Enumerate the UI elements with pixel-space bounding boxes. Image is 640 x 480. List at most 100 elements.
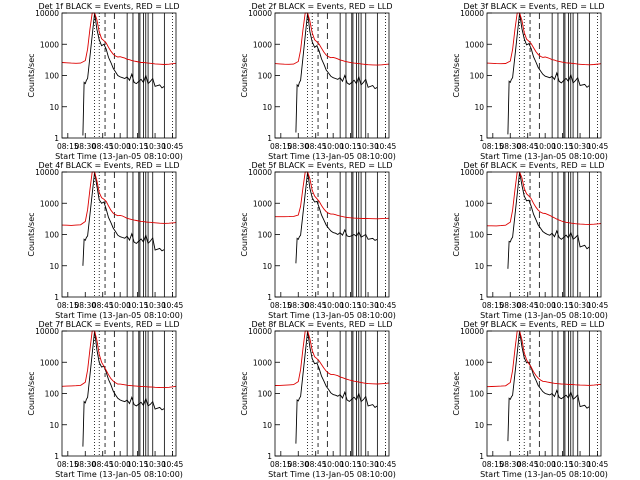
x-tick-label: 10:45 <box>587 460 609 469</box>
x-tick-label: 10:15 <box>340 142 362 151</box>
series-line-lld <box>61 12 177 65</box>
x-tick-label: 10:30 <box>357 460 379 469</box>
y-tick-label: 1 <box>54 452 59 461</box>
panel-title: Det 2f BLACK = Events, RED = LLD <box>251 2 392 11</box>
chart-panel-9: Det 9f BLACK = Events, RED = LLD 1 10 100 10… <box>452 320 609 479</box>
x-tick-label: 08:15 <box>482 301 504 310</box>
x-tick-label: 08:45 <box>305 301 327 310</box>
y-tick-label: 1 <box>267 452 272 461</box>
series-line-events <box>507 12 590 135</box>
y-tick-label: 10 <box>49 262 59 271</box>
x-tick-label: 08:45 <box>517 142 539 151</box>
x-tick-label: 10:30 <box>569 460 591 469</box>
y-tick-label: 100 <box>45 390 60 399</box>
y-axis-label: Counts/sec <box>452 53 461 97</box>
y-axis-label: Counts/sec <box>27 53 36 97</box>
chart-panel-6: Det 6f BLACK = Events, RED = LLD 1 10 100 10… <box>452 161 609 320</box>
series-line-lld <box>275 171 390 220</box>
y-tick-label: 10 <box>474 103 484 112</box>
series-line-lld <box>487 171 602 227</box>
y-tick-label: 10000 <box>248 327 272 336</box>
y-tick-label: 1000 <box>465 199 484 208</box>
x-tick-label: 10:00 <box>322 301 344 310</box>
y-tick-label: 1 <box>267 293 272 302</box>
x-tick-label: 10:45 <box>162 142 184 151</box>
x-tick-label: 10:00 <box>534 301 556 310</box>
y-tick-label: 100 <box>470 390 485 399</box>
series-line-events <box>295 12 378 133</box>
y-axis-label: Counts/sec <box>27 371 36 415</box>
x-tick-label: 10:45 <box>375 460 397 469</box>
x-tick-label: 10:00 <box>534 460 556 469</box>
y-axis-label: Counts/sec <box>240 53 249 97</box>
y-tick-label: 10 <box>262 262 272 271</box>
x-tick-label: 10:30 <box>569 142 591 151</box>
x-tick-label: 08:15 <box>270 142 292 151</box>
y-tick-label: 1 <box>479 293 484 302</box>
panel-title: Det 7f BLACK = Events, RED = LLD <box>38 320 179 329</box>
x-tick-label: 10:30 <box>144 460 166 469</box>
chart-panel-5: Det 5f BLACK = Events, RED = LLD 1 10 100 10… <box>240 161 397 320</box>
x-tick-label: 08:15 <box>270 301 292 310</box>
x-tick-label: 08:45 <box>305 460 327 469</box>
y-tick-label: 1000 <box>253 358 272 367</box>
x-tick-label: 10:15 <box>552 301 574 310</box>
y-tick-label: 1 <box>54 134 59 143</box>
x-tick-label: 08:15 <box>482 142 504 151</box>
y-tick-label: 1000 <box>40 358 59 367</box>
y-tick-label: 1 <box>54 293 59 302</box>
x-tick-label: 10:30 <box>144 142 166 151</box>
y-tick-label: 100 <box>45 72 60 81</box>
series-line-events <box>507 330 590 442</box>
series-line-lld <box>274 12 390 66</box>
x-tick-label: 10:00 <box>109 301 131 310</box>
x-tick-label: 08:15 <box>57 460 79 469</box>
x-tick-label: 10:00 <box>109 460 131 469</box>
y-tick-label: 100 <box>45 231 60 240</box>
y-tick-label: 10 <box>262 103 272 112</box>
y-tick-label: 1000 <box>465 40 484 49</box>
x-tick-label: 08:30 <box>499 142 521 151</box>
x-tick-label: 10:15 <box>340 460 362 469</box>
x-tick-label: 08:45 <box>92 301 114 310</box>
y-tick-label: 10000 <box>35 168 59 177</box>
series-line-lld <box>486 12 602 66</box>
x-tick-label: 08:30 <box>287 142 309 151</box>
series-line-events <box>82 171 165 266</box>
y-axis-label: Counts/sec <box>27 212 36 256</box>
y-tick-label: 10 <box>262 421 272 430</box>
y-tick-label: 100 <box>470 231 485 240</box>
x-tick-label: 08:45 <box>305 142 327 151</box>
x-tick-label: 10:45 <box>162 301 184 310</box>
chart-panel-7: Det 7f BLACK = Events, RED = LLD 1 10 100 10… <box>27 320 184 479</box>
x-tick-label: 10:15 <box>340 301 362 310</box>
x-tick-label: 10:45 <box>375 142 397 151</box>
x-tick-label: 10:15 <box>127 460 149 469</box>
series-line-events <box>82 12 165 136</box>
panel-title: Det 6f BLACK = Events, RED = LLD <box>463 161 604 170</box>
x-tick-label: 10:00 <box>322 142 344 151</box>
panel-title: Det 4f BLACK = Events, RED = LLD <box>38 161 179 170</box>
x-tick-label: 08:15 <box>57 301 79 310</box>
y-tick-label: 10000 <box>35 9 59 18</box>
x-axis-label: Start Time (13-Jan-05 08:10:00) <box>268 470 396 479</box>
x-tick-label: 08:30 <box>287 301 309 310</box>
x-tick-label: 08:30 <box>499 460 521 469</box>
x-tick-label: 08:15 <box>482 460 504 469</box>
x-tick-label: 10:45 <box>587 142 609 151</box>
x-tick-label: 10:00 <box>109 142 131 151</box>
x-tick-label: 10:45 <box>162 460 184 469</box>
x-axis-label: Start Time (13-Jan-05 08:10:00) <box>480 152 608 161</box>
y-tick-label: 1000 <box>40 40 59 49</box>
x-tick-label: 08:15 <box>270 460 292 469</box>
x-axis-label: Start Time (13-Jan-05 08:10:00) <box>268 152 396 161</box>
x-axis-label: Start Time (13-Jan-05 08:10:00) <box>480 311 608 320</box>
x-tick-label: 08:45 <box>92 142 114 151</box>
y-tick-label: 10000 <box>460 168 484 177</box>
series-line-lld <box>274 330 390 386</box>
y-tick-label: 1000 <box>253 40 272 49</box>
series-line-events <box>295 171 378 264</box>
y-tick-label: 10000 <box>35 327 59 336</box>
